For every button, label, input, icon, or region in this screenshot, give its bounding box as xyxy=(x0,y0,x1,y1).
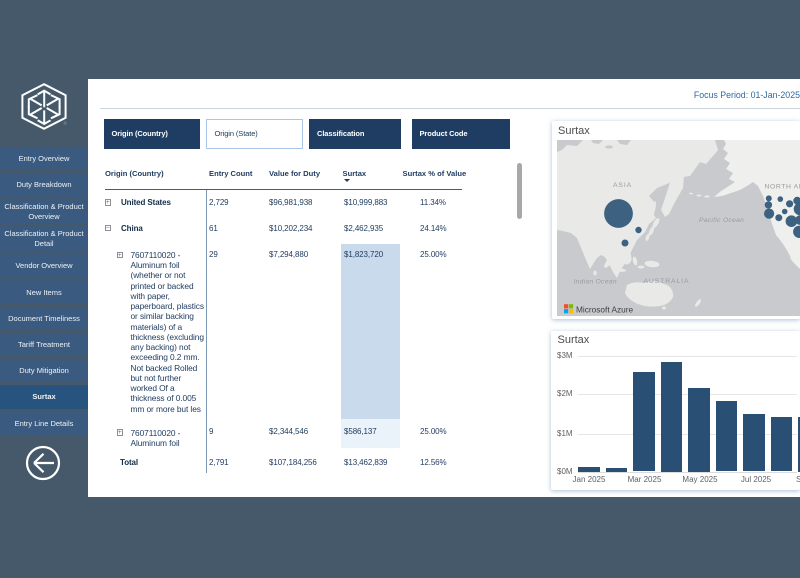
svg-text:Microsoft Azure: Microsoft Azure xyxy=(576,305,634,315)
svg-text:ASIA: ASIA xyxy=(613,182,632,189)
svg-text:Indian Ocean: Indian Ocean xyxy=(573,279,616,286)
svg-text:Pacific Ocean: Pacific Ocean xyxy=(699,217,744,224)
svg-text:®: ® xyxy=(64,120,68,126)
svg-text:AUSTRALIA: AUSTRALIA xyxy=(643,278,689,285)
svg-text:NORTH AMERICA: NORTH AMERICA xyxy=(764,184,800,191)
